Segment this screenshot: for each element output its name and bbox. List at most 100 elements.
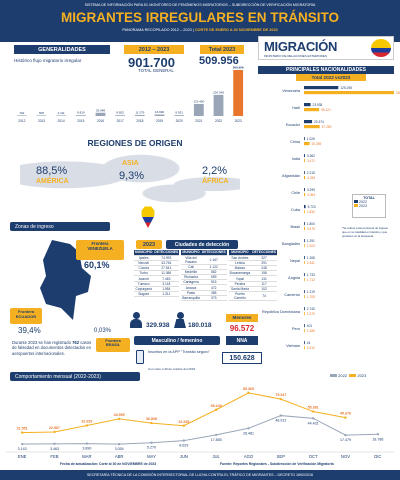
- menores-label: Menores: [226, 314, 258, 322]
- ciudades-year: 2023: [136, 240, 162, 249]
- city-row: Villa del Rosario 1.167: [181, 255, 227, 265]
- label-2022: 17.479: [340, 438, 351, 442]
- nationality-value-2023: 1.924: [307, 244, 315, 248]
- nationality-value-2022: 23.935: [313, 103, 323, 107]
- nationality-value-2023: 1.070: [307, 312, 315, 316]
- city-table-header: MUNICIPIO: [228, 250, 252, 256]
- city-row: Yopal 131: [228, 275, 278, 282]
- historic-bar: [174, 115, 185, 116]
- point-2022: [344, 433, 347, 437]
- point-2023: [247, 391, 250, 395]
- city-table-header: DETECCIONES: [153, 250, 180, 256]
- page-header: SISTEMA DE INFORMACIÓN PARA EL MONITOREO…: [0, 0, 400, 42]
- city-cell: 327: [251, 255, 278, 261]
- point-2022: [247, 427, 250, 430]
- city-cell: 7.463: [153, 275, 180, 282]
- nationality-value-2022: 3.362: [307, 154, 315, 158]
- nacionalidades-period: Total 2022 vs2023: [296, 74, 366, 81]
- city-row: Bucaramanga 198: [228, 270, 278, 277]
- series-line: [22, 415, 378, 445]
- nationality-value-2022: 44: [307, 341, 311, 345]
- city-cell: Tumaco: [134, 281, 154, 287]
- point-2023: [311, 410, 315, 413]
- city-cell: 1.167: [200, 255, 227, 265]
- nationality-bar-2023: [304, 125, 320, 129]
- historic-bar-label: 605: [39, 111, 44, 115]
- nationality-name: Nepal: [290, 259, 300, 263]
- historic-bar-label: 8.852: [116, 111, 124, 115]
- city-row: Santa Marta 102: [228, 286, 278, 293]
- nationality-value-2022: 2.215: [307, 171, 315, 175]
- nationality-bar-2022: [304, 324, 305, 328]
- historic-bar-label: 2.111: [58, 111, 65, 115]
- historic-year-label: 2021: [195, 119, 202, 123]
- city-row: Cartagena 515: [181, 279, 227, 286]
- nationality-value-2022: 1.291: [307, 239, 315, 243]
- nationality-name: Chile: [291, 191, 300, 195]
- america-pct: 88,5%: [36, 165, 68, 177]
- historic-bar-label: 702: [19, 111, 24, 115]
- city-cell: Necoclí: [134, 260, 154, 267]
- africa-label: ÁFRICA: [202, 178, 229, 185]
- label-2022: 5.270: [147, 446, 156, 450]
- historic-bar-label: 509.956: [233, 66, 244, 70]
- point-2022: [311, 417, 315, 420]
- historic-bar-label: 8.931: [175, 111, 183, 115]
- nationality-bar-2023: [304, 91, 394, 95]
- africa-pct: 2,2%: [202, 165, 228, 177]
- nationality-name: Bangladés: [282, 242, 300, 246]
- nationality-value-2023: 1.834: [307, 210, 315, 214]
- app-date: Con corte a 30 de octubre del 2023: [148, 367, 196, 371]
- female-value: 180.018: [188, 322, 212, 329]
- nationality-bar-2023: [304, 176, 306, 180]
- city-cell: 1.122: [200, 264, 227, 270]
- phone-icon: [136, 350, 144, 364]
- label-2023: 32.535: [178, 420, 189, 424]
- label-2022: 3.054: [115, 447, 124, 451]
- nationality-value-2022: 3.299: [307, 188, 315, 192]
- male-icon: [130, 312, 142, 328]
- point-2022: [117, 442, 121, 446]
- nationality-bar-2022: [304, 137, 305, 141]
- historic-bar-2023: [233, 70, 244, 116]
- point-2023: [150, 421, 153, 425]
- city-cell: 248: [251, 265, 278, 272]
- logo-flag-icon: [371, 39, 391, 57]
- city-cell: Turbo: [134, 270, 154, 277]
- city-cell: 373: [200, 295, 227, 302]
- city-cell: Villa del Rosario: [181, 255, 201, 265]
- nationality-bar-2023: [304, 261, 305, 265]
- point-2022: [85, 442, 89, 445]
- frontera-ecuador-box: Frontera ECUADOR: [10, 308, 42, 324]
- city-cell: 472: [200, 284, 227, 291]
- historic-year-label: 2013: [38, 119, 45, 123]
- label-2023: 55.381: [308, 406, 319, 410]
- nationality-bar-2022: [304, 103, 311, 107]
- nationality-bar-2022: [304, 239, 305, 243]
- nationality-value-2023: 4.254: [307, 176, 315, 180]
- historic-year-label: 2022: [215, 119, 222, 123]
- historic-year-label: 2017: [117, 119, 124, 123]
- city-cell: 882: [200, 269, 227, 276]
- city-row: Medellín 882: [181, 269, 227, 276]
- update-date: Fecha de actualización: Corte al 30 de N…: [60, 462, 157, 466]
- label-2023: 36.808: [146, 417, 157, 421]
- nationality-value-2022: 1.733: [307, 273, 315, 277]
- nationality-value-2022: 5.723: [308, 205, 316, 209]
- nationality-name: Haití: [292, 106, 301, 110]
- ingreso-title: Zonas de ingreso: [10, 222, 110, 231]
- mensual-title: Comportamiento mensual (2022-2023): [10, 372, 140, 381]
- city-row: Leticia 291: [228, 260, 278, 267]
- city-row: Capurganá 1.984: [134, 286, 180, 293]
- nationality-bar-2022: [304, 171, 305, 175]
- city-cell: 1.984: [153, 286, 180, 293]
- point-2022: [150, 441, 153, 444]
- historic-bar-label: 133.460: [193, 99, 204, 103]
- city-cell: Bogotá: [134, 291, 154, 298]
- city-cell: Maicao: [228, 265, 252, 272]
- month-label: NOV: [341, 454, 350, 459]
- label-2023: 22.567: [49, 426, 60, 430]
- nationality-value-2023: 2.441: [307, 261, 315, 265]
- historic-bar-label: 35.948: [96, 108, 106, 112]
- city-cell: Leticia: [228, 260, 252, 267]
